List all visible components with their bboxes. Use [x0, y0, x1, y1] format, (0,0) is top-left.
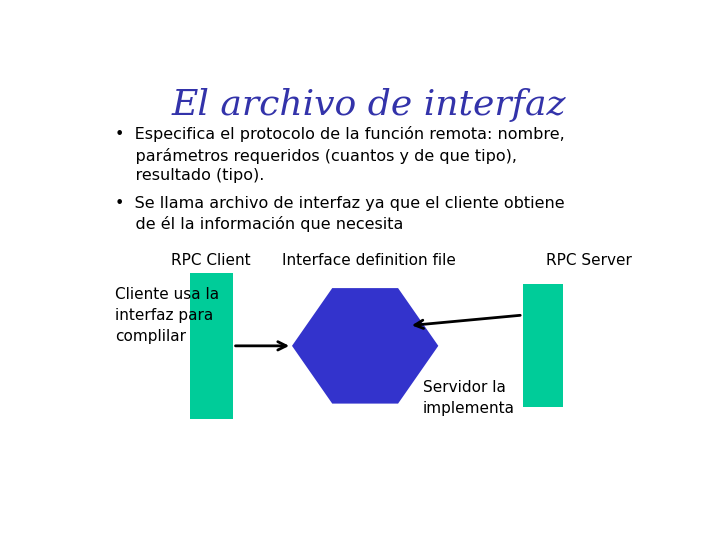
Text: •  Se llama archivo de interfaz ya que el cliente obtiene
    de él la informaci: • Se llama archivo de interfaz ya que el… [115, 195, 564, 232]
Polygon shape [292, 288, 438, 403]
Text: RPC Client: RPC Client [171, 253, 251, 268]
Text: •  Especifica el protocolo de la función remota: nombre,
    parámetros requerid: • Especifica el protocolo de la función … [115, 126, 564, 184]
Bar [190, 273, 233, 419]
Text: Servidor la
implementa: Servidor la implementa [423, 381, 515, 416]
Text: Interface definition file: Interface definition file [282, 253, 456, 268]
Text: RPC Server: RPC Server [546, 253, 632, 268]
Text: Cliente usa la
interfaz para
complilar: Cliente usa la interfaz para complilar [115, 287, 219, 343]
Bar [523, 284, 563, 408]
Text: El archivo de interfaz: El archivo de interfaz [172, 88, 566, 122]
